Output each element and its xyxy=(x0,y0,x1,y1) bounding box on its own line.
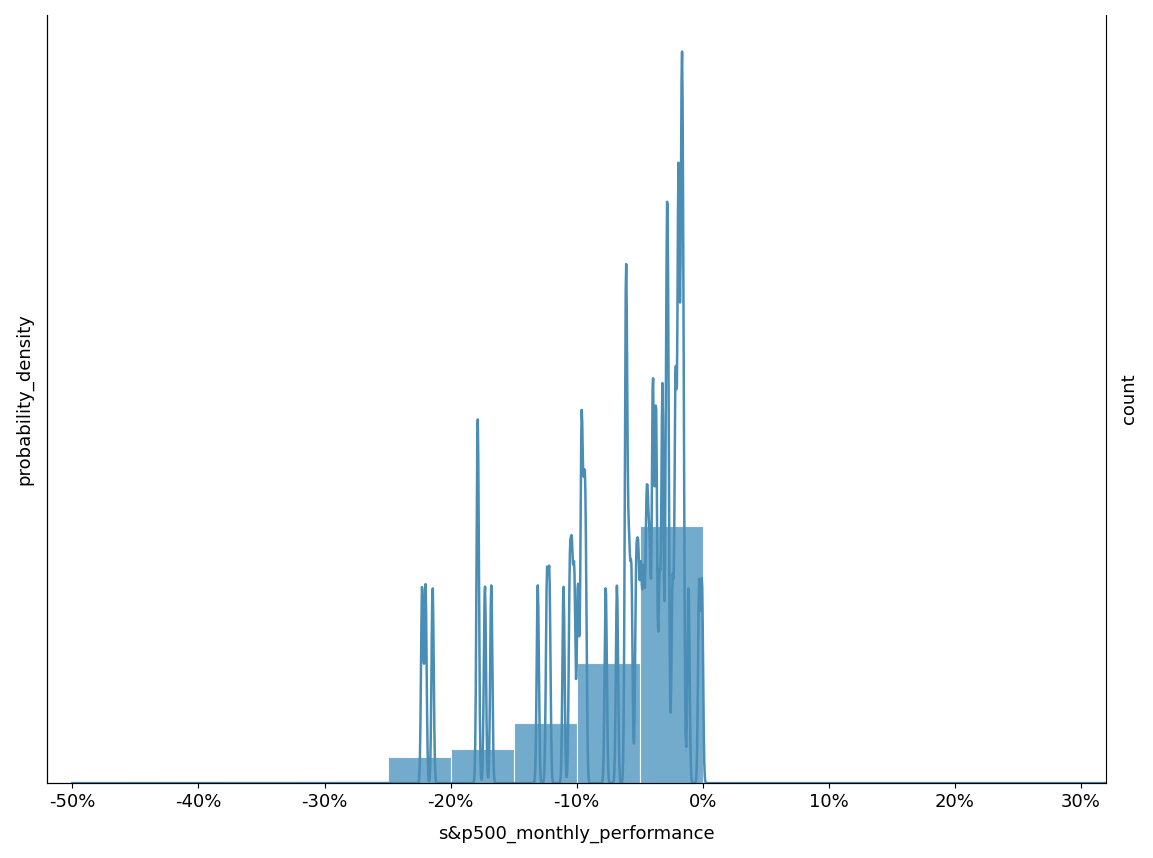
Bar xyxy=(451,749,513,783)
Bar xyxy=(576,663,640,783)
Y-axis label: probability_density: probability_density xyxy=(15,313,33,485)
Bar xyxy=(387,758,451,783)
Bar xyxy=(513,723,576,783)
Y-axis label: count: count xyxy=(1120,374,1138,425)
X-axis label: s&p500_monthly_performance: s&p500_monthly_performance xyxy=(438,825,715,843)
Bar xyxy=(640,526,702,783)
